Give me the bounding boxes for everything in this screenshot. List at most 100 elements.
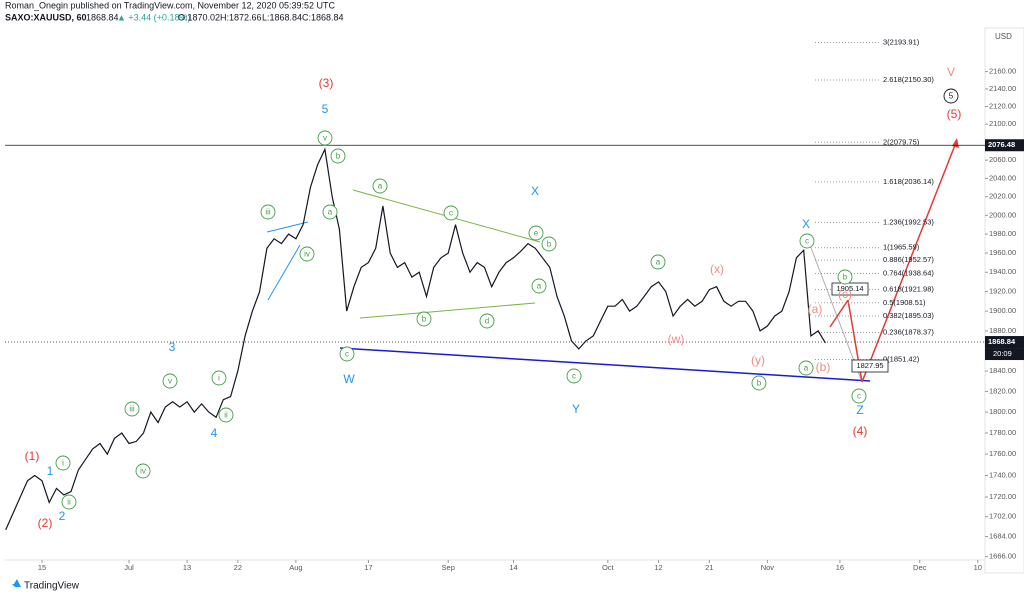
price-line [5, 147, 826, 531]
wave-circle [479, 313, 495, 329]
wave-circle [218, 407, 234, 423]
wave-label: v [168, 377, 172, 386]
wave-circle [528, 225, 544, 241]
trendline [267, 244, 301, 301]
logo-icon [6, 579, 21, 587]
wave-label: iii [265, 208, 271, 217]
y-tick-label: 1920.00 [989, 287, 1016, 296]
wave-label: 5 [949, 92, 954, 101]
x-tick-label: Oct [602, 563, 615, 572]
wave-circle [211, 370, 227, 386]
wave-circle [299, 246, 315, 262]
wave-label: 2 [59, 509, 66, 523]
wave-label: ii [224, 411, 228, 420]
wave-label: iv [304, 250, 310, 259]
y-tick-label: 2060.00 [989, 155, 1016, 164]
wave-circle [837, 269, 853, 285]
currency: USD [995, 32, 1012, 41]
y-tick-label: 1900.00 [989, 306, 1016, 315]
brand: TradingView [24, 581, 80, 592]
wave-label: W [343, 372, 355, 386]
wave-label: 4 [211, 426, 218, 440]
y-tick-label: 1702.00 [989, 512, 1016, 521]
y-tick-label: 2040.00 [989, 173, 1016, 182]
wave-circle [531, 278, 547, 294]
trendline [809, 244, 863, 383]
x-tick-label: 13 [183, 563, 191, 572]
wave-label: d [485, 317, 489, 326]
fib-label: 0.764(1938.64) [883, 269, 934, 278]
trendline [339, 347, 871, 382]
arrow [861, 139, 958, 383]
wave-label: c [572, 372, 576, 381]
wave-circle [416, 311, 432, 327]
x-tick-label: 22 [234, 563, 242, 572]
wave-label: X [802, 217, 810, 231]
wave-label: (5) [947, 107, 962, 121]
wave-circle [135, 463, 151, 479]
wave-label: a [804, 364, 809, 373]
wave-label: (a) [808, 302, 823, 316]
trendline [266, 221, 309, 233]
wave-label: (1) [25, 449, 40, 463]
close: C:1868.84 [302, 12, 344, 22]
wave-circle [443, 205, 459, 221]
y-tick-label: 1666.00 [989, 552, 1016, 561]
x-tick-label: 17 [364, 563, 372, 572]
trendline [359, 302, 536, 319]
callout: 1905.14 [836, 284, 863, 293]
wave-label: b [547, 240, 552, 249]
wave-circle [317, 130, 333, 146]
last: 1868.84 [86, 12, 119, 22]
wave-label: a [537, 282, 542, 291]
y-tick-label: 1684.00 [989, 532, 1016, 541]
y-tick-label: 2020.00 [989, 192, 1016, 201]
wave-circle [541, 236, 557, 252]
fib-label: 0.382(1895.03) [883, 311, 934, 320]
wave-label: v [323, 134, 327, 143]
wave-circle [372, 178, 388, 194]
wave-label: e [534, 229, 539, 238]
wave-circle [61, 494, 77, 510]
wave-circle [322, 204, 338, 220]
fib-label: 2(2079.75) [883, 137, 920, 146]
x-tick-label: Nov [761, 563, 775, 572]
change: ▲ +3.44 (+0.18%) [117, 12, 190, 22]
last-price-box [985, 336, 1024, 349]
y-tick-label: 2140.00 [989, 84, 1016, 93]
y-tick-label: 2000.00 [989, 210, 1016, 219]
y-tick-label: 1880.00 [989, 326, 1016, 335]
wave-label: iii [129, 405, 135, 414]
wave-circle [124, 401, 140, 417]
wave-label: Y [572, 402, 580, 416]
wave-label: i [62, 459, 64, 468]
x-tick-label: Dec [913, 563, 927, 572]
wave-label: iv [140, 467, 146, 476]
wave-circle [260, 204, 276, 220]
price-axis [984, 27, 1024, 574]
y-tick-label: 2100.00 [989, 119, 1016, 128]
wave-label: b [336, 152, 341, 161]
high-label: 2076.48 [988, 140, 1015, 149]
wave-circle [566, 368, 582, 384]
x-tick-label: Jul [124, 563, 134, 572]
wave-label: (w) [668, 332, 685, 346]
countdown-label: 20:09 [993, 349, 1012, 358]
wave-circle [851, 388, 867, 404]
y-tick-label: 1940.00 [989, 267, 1016, 276]
wave-circle [55, 455, 71, 471]
fib-label: 0.618(1921.98) [883, 285, 934, 294]
fib-label: 0.236(1878.37) [883, 328, 934, 337]
wave-label: (b) [816, 360, 831, 374]
x-tick-label: Sep [442, 563, 455, 572]
wave-circle [650, 254, 666, 270]
wave-label: a [378, 182, 383, 191]
fib-label: 0.886(1952.57) [883, 255, 934, 264]
last-price-label: 1868.84 [988, 337, 1016, 346]
y-tick-label: 1780.00 [989, 428, 1016, 437]
wave-label: c [857, 392, 861, 401]
wave-circle [339, 346, 355, 362]
wave-label: b [843, 273, 848, 282]
